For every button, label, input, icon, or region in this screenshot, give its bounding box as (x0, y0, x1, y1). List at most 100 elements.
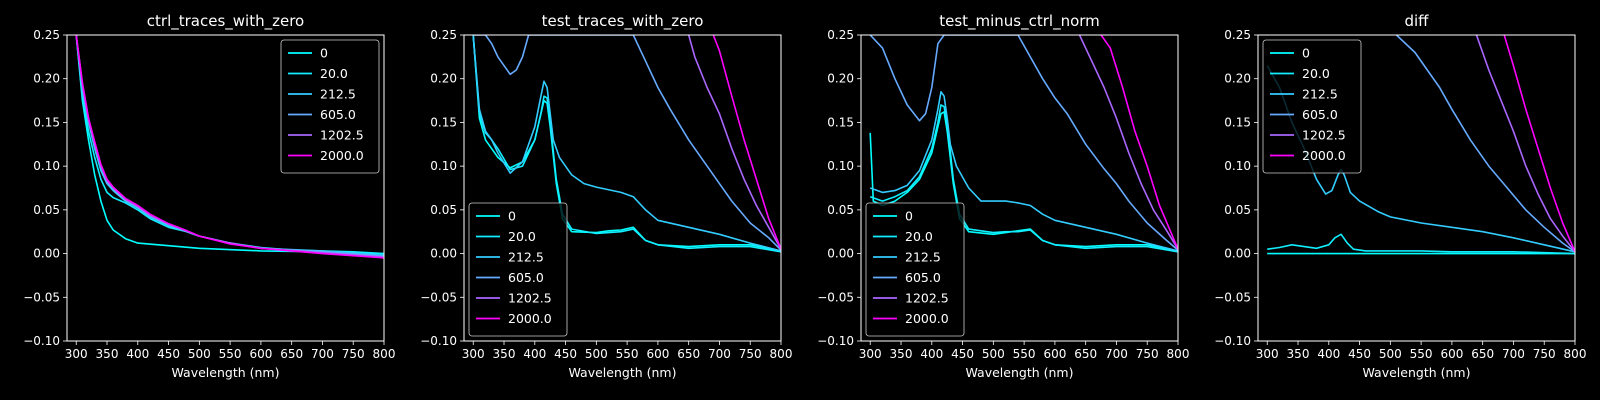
y-tick-label: 0.10 (33, 159, 60, 173)
legend-label: 20.0 (508, 229, 536, 244)
y-tick-label: 0.15 (827, 115, 854, 129)
legend: 0 20.0 212.5 605.0 1202.5 2000.0 (1262, 39, 1362, 174)
y-tick-label: −0.05 (420, 290, 457, 304)
y-tick-label: 0.00 (1224, 247, 1251, 261)
series-line-2000.0 (75, 35, 384, 259)
x-tick-label: 650 (280, 347, 303, 361)
x-axis-label: Wavelength (nm) (1363, 365, 1471, 380)
y-tick-label: 0.05 (827, 203, 854, 217)
y-tick-label: 0.05 (430, 203, 457, 217)
x-tick-label: 650 (677, 347, 700, 361)
legend-label: 2000.0 (320, 148, 364, 163)
legend-label: 20.0 (905, 229, 933, 244)
y-tick-label: 0.20 (827, 72, 854, 86)
legend: 0 20.0 212.5 605.0 1202.5 2000.0 (280, 39, 380, 174)
legend-label: 1202.5 (320, 128, 364, 143)
x-tick-label: 300 (65, 347, 88, 361)
series-line-20.0 (1267, 233, 1575, 255)
y-tick-label: −0.05 (1214, 290, 1251, 304)
y-tick-label: −0.05 (23, 290, 60, 304)
legend-label: 1202.5 (905, 291, 949, 306)
x-tick-label: 500 (585, 347, 608, 361)
series-line-20.0 (472, 35, 781, 253)
x-tick-label: 800 (770, 347, 793, 361)
subplot-1: test_traces_with_zero 300 350 400 450 500 550 6… (420, 12, 792, 380)
y-tick-label: 0.20 (430, 72, 457, 86)
y-tick-label: 0.05 (33, 203, 60, 217)
y-tick-label: 0.00 (827, 247, 854, 261)
series-line-2000.0 (712, 35, 781, 250)
series-line-605.0 (1395, 35, 1575, 253)
plot-frame (1257, 34, 1576, 342)
y-tick-label: 0.10 (430, 159, 457, 173)
x-tick-label: 450 (554, 347, 577, 361)
x-tick-label: 500 (1379, 347, 1402, 361)
y-tick-label: 0.15 (33, 115, 60, 129)
x-tick-label: 500 (188, 347, 211, 361)
x-tick-label: 700 (708, 347, 731, 361)
x-tick-label: 500 (982, 347, 1005, 361)
legend-label: 2000.0 (508, 311, 552, 326)
x-tick-label: 400 (1317, 347, 1340, 361)
x-axis-label: Wavelength (nm) (172, 365, 280, 380)
series-line-2000.0 (1503, 35, 1575, 253)
y-tick-label: 0.20 (33, 72, 60, 86)
series-line-1202.5 (1475, 35, 1575, 253)
series-line-605.0 (869, 35, 1178, 251)
y-tick-label: −0.10 (420, 334, 457, 348)
x-tick-label: 750 (739, 347, 762, 361)
series-line-605.0 (473, 35, 781, 251)
chart-title: test_traces_with_zero (542, 12, 704, 31)
x-tick-label: 400 (523, 347, 546, 361)
legend-label: 0 (320, 46, 328, 61)
chart-title: ctrl_traces_with_zero (147, 12, 304, 31)
x-tick-label: 750 (342, 347, 365, 361)
x-tick-label: 350 (96, 347, 119, 361)
x-tick-label: 350 (1287, 347, 1310, 361)
series-line-1202.5 (687, 35, 781, 250)
y-tick-label: −0.10 (1214, 334, 1251, 348)
subplot-0: ctrl_traces_with_zero 300 350 400 450 500 550 6… (23, 12, 395, 380)
y-tick-label: −0.10 (23, 334, 60, 348)
legend-label: 20.0 (320, 66, 348, 81)
x-axis-label: Wavelength (nm) (569, 365, 677, 380)
legend-label: 605.0 (320, 107, 356, 122)
series-line-0 (75, 35, 384, 255)
legend-label: 1202.5 (508, 291, 552, 306)
series-line-1202.5 (1078, 35, 1178, 250)
y-tick-label: 0.25 (430, 28, 457, 42)
series-line-212.5 (869, 91, 1178, 252)
y-tick-label: 0.10 (1224, 159, 1251, 173)
plot-frame (66, 34, 385, 342)
x-tick-label: 750 (1136, 347, 1159, 361)
legend-label: 212.5 (508, 250, 544, 265)
x-tick-label: 550 (219, 347, 242, 361)
legend-label: 605.0 (905, 270, 941, 285)
x-tick-label: 300 (1256, 347, 1279, 361)
legend: 0 20.0 212.5 605.0 1202.5 2000.0 (468, 202, 568, 337)
legend-label: 605.0 (508, 270, 544, 285)
y-tick-label: 0.25 (1224, 28, 1251, 42)
legend-label: 212.5 (1302, 87, 1338, 102)
x-tick-label: 350 (890, 347, 913, 361)
x-tick-label: 800 (1167, 347, 1190, 361)
x-tick-label: 800 (373, 347, 396, 361)
x-tick-label: 300 (859, 347, 882, 361)
x-tick-label: 650 (1074, 347, 1097, 361)
x-tick-label: 600 (646, 347, 669, 361)
legend-label: 212.5 (320, 87, 356, 102)
x-tick-label: 650 (1471, 347, 1494, 361)
legend-label: 2000.0 (1302, 148, 1346, 163)
x-tick-label: 700 (1502, 347, 1525, 361)
x-tick-label: 600 (249, 347, 272, 361)
y-tick-label: 0.00 (430, 247, 457, 261)
legend-label: 2000.0 (905, 311, 949, 326)
x-tick-label: 400 (126, 347, 149, 361)
legend-label: 0 (1302, 46, 1310, 61)
legend-label: 0 (905, 209, 913, 224)
x-axis-label: Wavelength (nm) (966, 365, 1074, 380)
y-tick-label: −0.10 (817, 334, 854, 348)
y-tick-label: 0.20 (1224, 72, 1251, 86)
x-tick-label: 450 (951, 347, 974, 361)
